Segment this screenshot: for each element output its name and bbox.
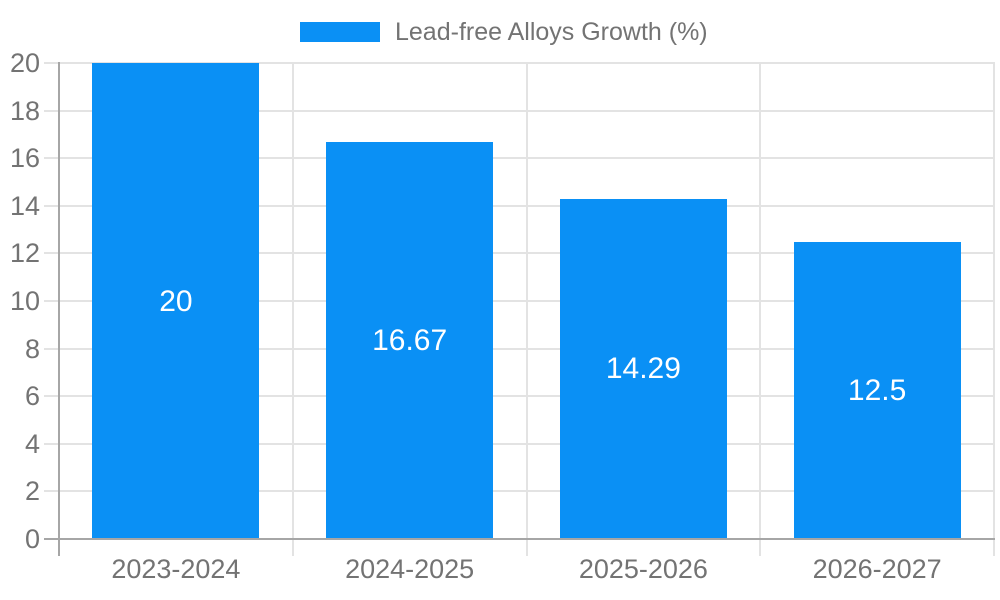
gridline-horizontal	[44, 442, 995, 445]
gridline-horizontal	[44, 300, 995, 302]
x-tick-label: 2026-2027	[812, 554, 942, 584]
gridline-horizontal	[44, 204, 995, 207]
y-tick-label: 10	[9, 286, 40, 316]
y-tick-label: 8	[24, 333, 40, 364]
gridline-horizontal	[44, 62, 995, 64]
x-tick-label: 2023-2024	[111, 554, 241, 584]
y-tick-label: 6	[24, 381, 40, 412]
gridline-vertical	[759, 62, 762, 556]
gridline-horizontal	[44, 157, 995, 160]
y-tick-label: 0	[24, 524, 40, 554]
gridline-vertical	[525, 62, 528, 556]
gridline-vertical	[291, 62, 294, 556]
gridline-horizontal	[44, 252, 995, 255]
bar[interactable]: 14.29	[559, 198, 727, 540]
legend-item[interactable]: Lead-free Alloys Growth (%)	[300, 18, 708, 46]
x-tick-label: 2024-2025	[345, 554, 475, 584]
y-tick-label: 16	[9, 143, 40, 174]
gridline-horizontal	[44, 109, 995, 112]
y-tick-label: 20	[9, 48, 40, 78]
y-tick-label: 14	[9, 190, 40, 221]
bar-value-label: 16.67	[372, 324, 448, 358]
gridline-horizontal	[44, 347, 995, 350]
gridline-horizontal	[44, 490, 995, 493]
x-tick-label: 2025-2026	[578, 554, 708, 584]
bar[interactable]: 20	[92, 63, 260, 540]
gridline-vertical	[993, 62, 995, 556]
y-axis-line	[58, 62, 60, 556]
y-tick-label: 2	[24, 476, 40, 507]
y-tick-label: 12	[9, 238, 40, 269]
legend-label: Lead-free Alloys Growth (%)	[395, 18, 708, 46]
bar[interactable]: 16.67	[326, 142, 494, 540]
y-tick-label: 18	[9, 95, 40, 126]
gridline-horizontal	[44, 395, 995, 398]
x-axis-line	[44, 538, 995, 540]
bar-value-label: 20	[159, 284, 193, 318]
bar-value-label: 14.29	[605, 352, 681, 386]
bar[interactable]: 12.5	[793, 241, 961, 540]
legend-swatch	[300, 22, 380, 42]
bar-value-label: 12.5	[847, 373, 907, 407]
y-tick-label: 4	[24, 428, 40, 459]
